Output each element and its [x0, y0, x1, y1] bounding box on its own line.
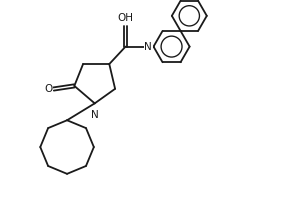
Text: OH: OH	[118, 13, 134, 23]
Text: O: O	[44, 84, 52, 94]
Text: N: N	[91, 110, 98, 120]
Text: N: N	[145, 42, 152, 52]
